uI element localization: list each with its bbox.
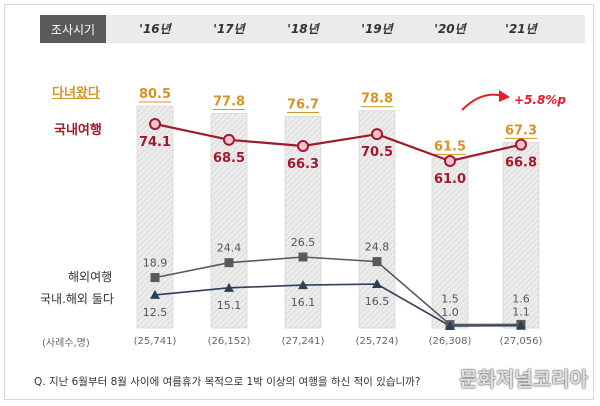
marker-overseas-1 bbox=[224, 258, 234, 268]
year-label-2019: '19년 bbox=[361, 22, 393, 36]
marker-both-1 bbox=[224, 282, 234, 292]
legend-overseas: 해외여행 bbox=[68, 270, 113, 284]
marker-overseas-3 bbox=[372, 257, 382, 267]
bar-label-visited-5: 67.3 bbox=[505, 123, 537, 138]
year-label-2017: '17년 bbox=[213, 22, 245, 36]
sample-size-2: (27,241) bbox=[282, 336, 325, 347]
legend-both: 국내.해외 둘다 bbox=[40, 292, 114, 306]
growth-annotation-label: +5.8%p bbox=[514, 93, 566, 107]
marker-both-4 bbox=[445, 321, 455, 330]
marker-domestic-4 bbox=[444, 155, 456, 167]
legend-domestic: 국내여행 bbox=[54, 123, 102, 138]
line-both bbox=[154, 283, 522, 327]
label-both-1: 15.1 bbox=[217, 299, 242, 312]
sample-size-0: (25,741) bbox=[134, 336, 177, 347]
sample-size-4: (26,308) bbox=[429, 336, 472, 347]
marker-domestic-2 bbox=[297, 140, 309, 153]
marker-both-3 bbox=[372, 279, 382, 289]
line-domestic bbox=[154, 122, 522, 163]
label-both-3: 16.5 bbox=[365, 295, 390, 308]
bar-visited-5 bbox=[502, 142, 540, 329]
survey-question: Q. 지난 6월부터 8월 사이에 여름휴가 목적으로 1박 이상의 여행을 하… bbox=[34, 376, 421, 388]
bar-visited-0 bbox=[136, 105, 174, 329]
bar-visited-1 bbox=[210, 113, 248, 329]
growth-arrow bbox=[461, 93, 504, 111]
marker-overseas-0 bbox=[150, 273, 160, 283]
legend-visited: 다녀왔다 bbox=[52, 86, 100, 101]
sample-size-1: (26,152) bbox=[208, 336, 251, 347]
header-band bbox=[40, 15, 585, 43]
label-domestic-4: 61.0 bbox=[434, 172, 466, 187]
sample-size-3: (25,724) bbox=[356, 336, 399, 347]
growth-arrowhead bbox=[499, 90, 510, 102]
sample-size-5: (27,056) bbox=[500, 336, 543, 347]
sample-size-label: (사례수,명) bbox=[42, 338, 90, 349]
label-domestic-3: 70.5 bbox=[361, 145, 393, 160]
marker-both-2 bbox=[298, 280, 308, 290]
label-domestic-0: 74.1 bbox=[139, 135, 171, 150]
year-label-2021: '21년 bbox=[505, 22, 537, 36]
marker-overseas-2 bbox=[298, 252, 308, 262]
marker-both-5 bbox=[516, 320, 526, 330]
year-label-2018: '18년 bbox=[287, 22, 319, 36]
label-both-5: 1.1 bbox=[512, 306, 530, 319]
label-both-4: 1.0 bbox=[441, 306, 459, 319]
bar-visited-4 bbox=[431, 157, 469, 329]
bar-label-visited-1: 77.8 bbox=[213, 94, 245, 109]
label-both-0: 12.5 bbox=[143, 306, 168, 319]
bar-label-visited-3: 78.8 bbox=[361, 92, 393, 107]
label-overseas-5: 1.6 bbox=[512, 292, 530, 305]
marker-both-0 bbox=[150, 289, 160, 299]
label-overseas-3: 24.8 bbox=[365, 241, 390, 254]
year-label-2016: '16년 bbox=[139, 22, 171, 36]
chart-frame bbox=[4, 4, 594, 400]
marker-domestic-3 bbox=[371, 128, 383, 141]
bar-label-visited-0: 80.5 bbox=[139, 87, 171, 102]
marker-domestic-1 bbox=[223, 133, 235, 146]
bar-label-visited-2: 76.7 bbox=[287, 97, 319, 112]
label-domestic-1: 68.5 bbox=[213, 151, 245, 166]
label-both-2: 16.1 bbox=[291, 296, 316, 309]
bar-visited-2 bbox=[284, 116, 322, 329]
period-label: 조사시기 bbox=[40, 15, 106, 43]
watermark: 문화저널코리아 bbox=[459, 367, 588, 391]
label-overseas-4: 1.5 bbox=[441, 293, 459, 306]
label-overseas-2: 26.5 bbox=[291, 236, 316, 249]
marker-domestic-5 bbox=[515, 138, 527, 151]
label-domestic-2: 66.3 bbox=[287, 157, 319, 172]
label-overseas-0: 18.9 bbox=[143, 257, 168, 270]
line-overseas bbox=[154, 256, 522, 326]
bar-label-visited-4: 61.5 bbox=[434, 139, 466, 154]
label-domestic-5: 66.8 bbox=[505, 156, 537, 171]
label-overseas-1: 24.4 bbox=[217, 242, 242, 255]
year-label-2020: '20년 bbox=[434, 22, 466, 36]
marker-domestic-0 bbox=[149, 118, 161, 130]
